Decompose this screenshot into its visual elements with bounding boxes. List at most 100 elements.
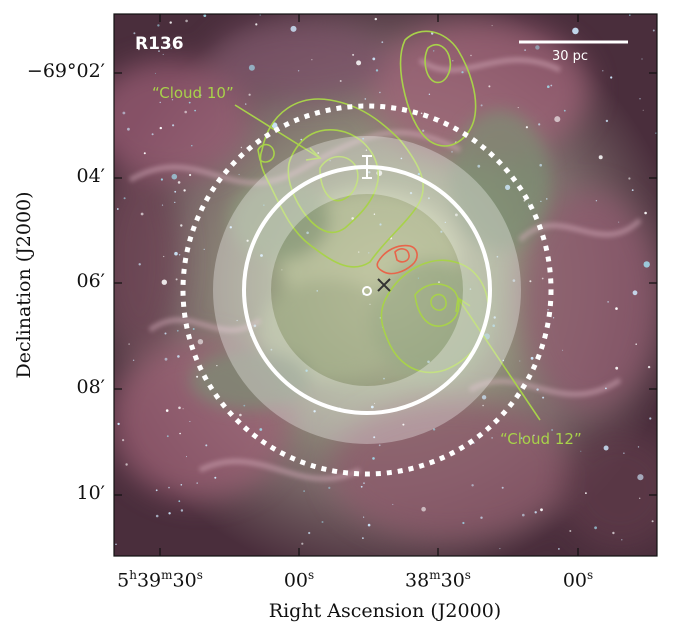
star xyxy=(175,278,178,281)
star xyxy=(245,103,247,105)
star xyxy=(328,486,331,489)
star xyxy=(402,423,405,426)
star xyxy=(482,404,484,407)
x-tick-label: 5h39m30s xyxy=(117,568,203,592)
star xyxy=(558,548,560,550)
star xyxy=(364,98,367,100)
star xyxy=(541,277,544,280)
star xyxy=(440,230,443,233)
star xyxy=(477,164,481,168)
star xyxy=(392,503,394,505)
star xyxy=(534,511,537,514)
star xyxy=(538,123,541,126)
star xyxy=(138,48,140,51)
star xyxy=(159,126,162,130)
y-tick-label: −69°02′ xyxy=(26,60,105,82)
star xyxy=(444,221,446,223)
axis-ticks xyxy=(114,14,657,556)
star xyxy=(188,101,191,104)
star xyxy=(529,280,532,283)
star xyxy=(177,355,180,358)
star xyxy=(158,50,160,52)
nebula-image xyxy=(114,14,657,556)
cloud-10-arrowhead xyxy=(305,147,322,161)
star xyxy=(329,160,331,162)
star xyxy=(180,509,184,512)
star xyxy=(505,184,511,190)
star xyxy=(229,226,232,229)
star xyxy=(631,189,634,192)
star xyxy=(639,497,641,499)
star xyxy=(607,301,609,303)
star xyxy=(171,99,174,101)
star xyxy=(427,360,430,364)
star xyxy=(123,197,126,200)
star xyxy=(417,172,421,176)
star xyxy=(428,93,431,96)
star xyxy=(381,41,384,44)
star xyxy=(122,111,126,115)
star xyxy=(194,109,196,112)
star xyxy=(461,71,464,74)
star xyxy=(493,316,496,319)
star xyxy=(368,252,370,254)
star xyxy=(637,446,640,448)
star xyxy=(263,204,265,206)
star xyxy=(370,405,374,409)
star xyxy=(451,151,453,153)
star xyxy=(236,319,238,322)
star xyxy=(132,359,135,361)
star xyxy=(462,521,465,525)
star xyxy=(651,520,654,523)
star xyxy=(160,178,163,181)
star xyxy=(547,85,550,88)
star xyxy=(240,146,243,149)
star xyxy=(421,506,426,512)
star xyxy=(585,492,587,494)
star xyxy=(642,109,644,111)
star xyxy=(375,69,379,72)
star xyxy=(563,109,566,112)
cloud-12-contour-small xyxy=(430,293,447,311)
star xyxy=(133,32,136,35)
star xyxy=(255,23,258,26)
star xyxy=(547,309,549,311)
star xyxy=(491,25,493,27)
star xyxy=(164,357,168,361)
star xyxy=(605,387,607,390)
star xyxy=(362,137,365,140)
cloud-10-contour-outer xyxy=(259,98,424,268)
star xyxy=(409,191,413,195)
star xyxy=(517,107,519,109)
star xyxy=(238,173,240,176)
star xyxy=(157,24,160,27)
star xyxy=(128,343,130,345)
star xyxy=(172,124,175,127)
star xyxy=(305,369,308,372)
dotted-outer-circle xyxy=(180,103,554,477)
star xyxy=(313,410,316,413)
star xyxy=(184,110,187,114)
star xyxy=(203,248,205,250)
radius-error-bar xyxy=(362,155,372,179)
star xyxy=(369,303,371,305)
star xyxy=(197,339,204,345)
star xyxy=(471,484,474,487)
star xyxy=(372,457,375,460)
star xyxy=(427,197,430,200)
star xyxy=(605,119,609,123)
star xyxy=(536,388,539,391)
star xyxy=(378,444,381,447)
star xyxy=(379,223,382,226)
star xyxy=(178,254,181,256)
star xyxy=(260,254,263,257)
star xyxy=(374,402,376,404)
star xyxy=(163,255,165,258)
star xyxy=(297,70,300,72)
star xyxy=(189,173,192,177)
star xyxy=(164,332,167,335)
star xyxy=(151,133,154,136)
star xyxy=(311,59,313,61)
star xyxy=(205,444,208,447)
